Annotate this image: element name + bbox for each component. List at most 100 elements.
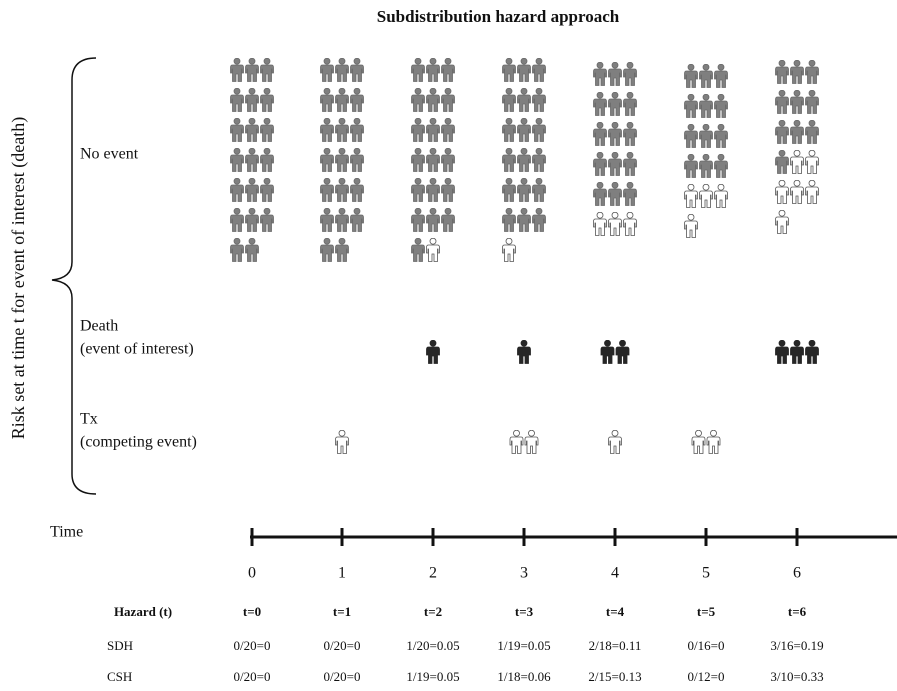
person-icon (685, 154, 698, 177)
table-header: t=4 (606, 604, 625, 619)
person-icon (806, 180, 819, 203)
row-label: (event of interest) (80, 341, 194, 358)
person-icon (685, 124, 698, 147)
person-icon (261, 88, 274, 111)
person-icon (685, 94, 698, 117)
person-icon (700, 124, 713, 147)
person-icon (503, 178, 516, 201)
person-icon (776, 150, 789, 173)
person-icon (776, 180, 789, 203)
side-label: Risk set at time t for event of interest… (8, 117, 29, 439)
person-icon (336, 430, 349, 453)
person-icon (806, 90, 819, 113)
person-icon (533, 178, 546, 201)
person-icon (609, 92, 622, 115)
person-icon (503, 118, 516, 141)
person-icon (776, 90, 789, 113)
table-cell: 1/19=0.05 (406, 669, 459, 684)
person-icon (503, 58, 516, 81)
person-icon (412, 88, 425, 111)
person-icon (246, 238, 259, 261)
person-icon (806, 150, 819, 173)
person-icon (351, 88, 364, 111)
person-icon (791, 340, 804, 363)
person-icon (351, 178, 364, 201)
person-icon (518, 340, 531, 363)
person-icon (692, 430, 705, 453)
table-header: t=0 (243, 604, 261, 619)
tick-label: 3 (520, 565, 528, 582)
person-icon (321, 118, 334, 141)
person-icon (609, 62, 622, 85)
person-icon (518, 118, 531, 141)
person-icon (533, 118, 546, 141)
table-cell: 1/18=0.06 (497, 669, 551, 684)
person-icon (412, 178, 425, 201)
person-icon (427, 58, 440, 81)
person-icon (518, 178, 531, 201)
person-icon (442, 58, 455, 81)
person-icon (427, 88, 440, 111)
person-icon (624, 122, 637, 145)
table-header: t=2 (424, 604, 442, 619)
person-icon (776, 120, 789, 143)
person-icon (412, 58, 425, 81)
person-icon (351, 208, 364, 231)
table-cell: 3/16=0.19 (770, 638, 823, 653)
table-cell: CSH (107, 669, 132, 684)
person-icon (791, 90, 804, 113)
person-icon (685, 184, 698, 207)
row-label: Tx (80, 411, 98, 428)
person-icon (715, 184, 728, 207)
person-icon (594, 92, 607, 115)
person-icon (594, 212, 607, 235)
person-icon (442, 178, 455, 201)
person-icon (231, 208, 244, 231)
person-icon (518, 208, 531, 231)
tick-label: 1 (338, 565, 346, 582)
person-icon (261, 118, 274, 141)
person-icon (336, 148, 349, 171)
person-icon (609, 212, 622, 235)
person-icon (624, 182, 637, 205)
person-icon (351, 58, 364, 81)
person-icon (518, 58, 531, 81)
person-icon (776, 60, 789, 83)
person-icon (246, 148, 259, 171)
person-icon (427, 340, 440, 363)
person-icon (231, 148, 244, 171)
person-icon (624, 212, 637, 235)
person-icon (806, 60, 819, 83)
person-icon (624, 92, 637, 115)
person-icon (510, 430, 523, 453)
tick-label: 6 (793, 565, 801, 582)
person-icon (427, 118, 440, 141)
person-icon (503, 238, 516, 261)
person-icon (715, 124, 728, 147)
person-icon (700, 64, 713, 87)
person-icon (707, 430, 720, 453)
person-icon (518, 148, 531, 171)
person-icon (231, 178, 244, 201)
person-icon (336, 118, 349, 141)
diagram: Subdistribution hazard approach Risk set… (0, 0, 897, 691)
person-icon (442, 208, 455, 231)
tick-label: 5 (702, 565, 710, 582)
person-icon (412, 148, 425, 171)
person-icon (246, 58, 259, 81)
person-icon (336, 208, 349, 231)
table-cell: SDH (107, 638, 133, 653)
person-icon (776, 340, 789, 363)
person-icon (609, 430, 622, 453)
person-icon (700, 154, 713, 177)
person-icon (231, 88, 244, 111)
person-icon (412, 238, 425, 261)
person-icon (518, 88, 531, 111)
table-cell: 0/20=0 (234, 669, 271, 684)
person-icon (412, 118, 425, 141)
person-icon (715, 154, 728, 177)
person-icon (427, 238, 440, 261)
person-icon (231, 238, 244, 261)
person-icon (427, 208, 440, 231)
person-icon (246, 208, 259, 231)
